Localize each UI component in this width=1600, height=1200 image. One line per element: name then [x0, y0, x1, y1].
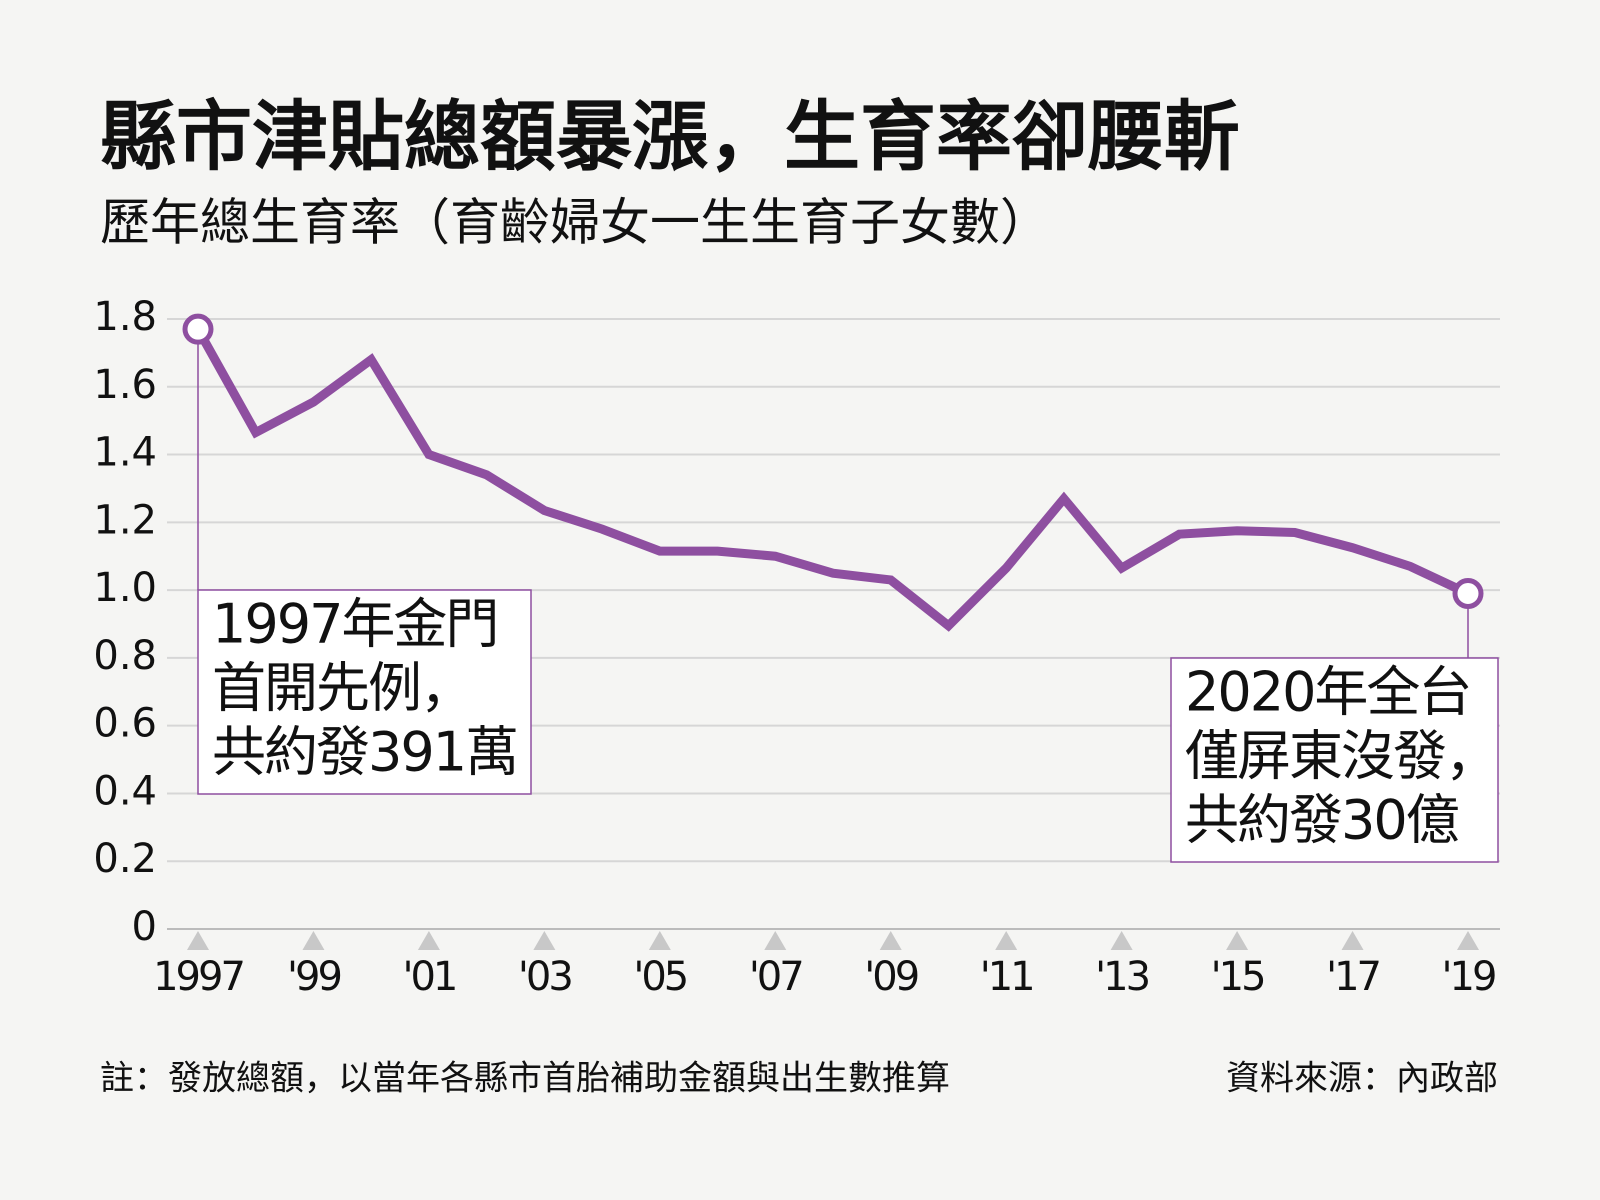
x-tick-label: '09	[864, 954, 917, 1000]
y-tick-label: 0.4	[93, 768, 157, 814]
x-tick-mark	[648, 931, 671, 950]
annotation-text: 2020年全台	[1185, 661, 1470, 724]
line-series	[194, 326, 1470, 632]
annotation-text: 共約發30億	[1185, 789, 1459, 852]
x-tick-label: '05	[633, 954, 686, 1000]
y-tick-label: 1.4	[93, 430, 157, 476]
annotation-text: 首開先例，	[212, 657, 472, 720]
note: 註：發放總額，以當年各縣市首胎補助金額與出生數推算	[100, 1059, 950, 1099]
y-tick-label: 0.6	[93, 701, 157, 747]
x-tick-mark	[995, 931, 1018, 950]
x-tick-mark	[1457, 931, 1479, 950]
x-tick-label: '13	[1095, 954, 1148, 1000]
annotation-text: 僅屏東沒發，	[1185, 725, 1497, 788]
x-tick-label: '15	[1211, 954, 1264, 1000]
chart-subtitle: 歷年總生育率（育齡婦女一生生育子女數）	[100, 194, 1050, 252]
x-tick-mark	[1226, 931, 1249, 950]
y-tick-label: 0.8	[93, 633, 157, 679]
x-tick-mark	[533, 931, 556, 950]
y-tick-label: 0.2	[93, 836, 157, 882]
y-tick-label: 1.8	[93, 294, 157, 340]
x-tick-label: '99	[287, 954, 340, 1000]
end-marker	[1452, 578, 1484, 609]
x-tick-mark	[302, 931, 325, 950]
x-tick-mark	[1110, 931, 1133, 950]
y-tick-label: 0	[132, 904, 157, 950]
x-tick-label: '11	[980, 954, 1033, 1000]
x-tick-label: '01	[402, 954, 455, 1000]
source: 資料來源：內政部	[1226, 1059, 1498, 1099]
end-marker	[182, 313, 214, 345]
x-tick-label: '07	[749, 954, 802, 1000]
x-tick-mark	[1341, 931, 1364, 950]
y-tick-label: 1.0	[93, 565, 157, 611]
annotation-box	[1170, 657, 1499, 863]
x-tick-label: '03	[518, 954, 571, 1000]
x-tick-label: '19	[1442, 954, 1495, 1000]
annotation-text: 1997年金門	[212, 593, 497, 656]
x-tick-mark	[879, 931, 902, 950]
x-tick-label: '17	[1326, 954, 1379, 1000]
annotation-text: 共約發391萬	[212, 721, 517, 784]
y-tick-label: 1.6	[93, 362, 157, 408]
x-tick-mark	[187, 931, 209, 950]
annotation-box	[197, 589, 532, 795]
x-tick-mark	[417, 931, 440, 950]
x-tick-label: 1997	[153, 954, 243, 1000]
x-tick-mark	[764, 931, 787, 950]
y-tick-label: 1.2	[93, 497, 157, 543]
chart-title: 縣市津貼總額暴漲，生育率卻腰斬	[100, 92, 1240, 181]
